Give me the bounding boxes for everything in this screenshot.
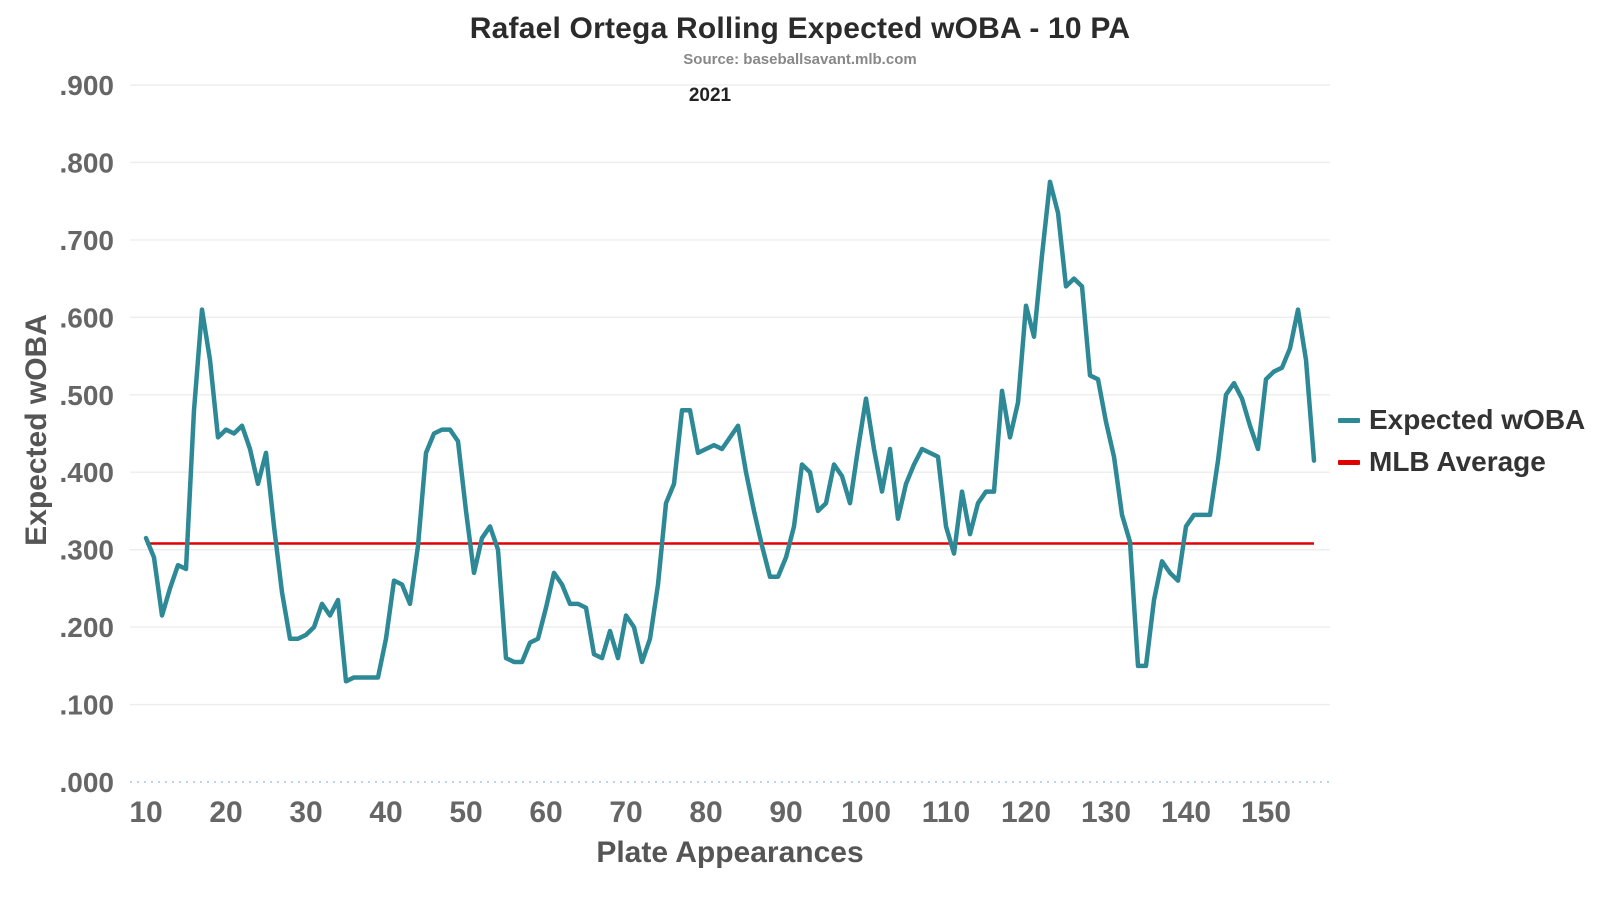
x-tick-label: 140	[1161, 796, 1211, 829]
y-tick-label: .600	[60, 302, 115, 333]
y-axis-title: Expected wOBA	[20, 314, 53, 546]
y-tick-label: .500	[60, 380, 115, 411]
x-tick-label: 90	[769, 796, 802, 829]
x-tick-label: 20	[209, 796, 242, 829]
chart-subtitle: Source: baseballsavant.mlb.com	[683, 51, 917, 68]
legend-item-expected-woba: Expected wOBA	[1338, 404, 1585, 436]
x-tick-label: 100	[841, 796, 891, 829]
y-tick-label: .400	[60, 457, 115, 488]
x-axis-title: Plate Appearances	[596, 836, 864, 869]
chart-legend: Expected wOBA MLB Average	[1338, 404, 1585, 478]
y-tick-label: .000	[60, 767, 115, 798]
legend-label-expected-woba: Expected wOBA	[1369, 404, 1586, 435]
expected-woba-line-swatch	[1338, 417, 1360, 423]
x-tick-label: 30	[289, 796, 322, 829]
x-tick-label: 130	[1081, 796, 1131, 829]
x-tick-label: 110	[922, 796, 970, 829]
x-tick-label: 60	[529, 796, 562, 829]
y-tick-label: .300	[60, 535, 115, 566]
x-tick-label: 150	[1241, 796, 1291, 829]
expected-woba-line	[143, 179, 1317, 684]
y-tick-label: .800	[60, 147, 115, 178]
y-tick-label: .900	[60, 70, 115, 101]
y-tick-label: .700	[60, 225, 115, 256]
y-tick-label: .100	[60, 690, 115, 721]
x-tick-label: 50	[449, 796, 482, 829]
x-tick-label: 80	[689, 796, 722, 829]
x-tick-label: 40	[369, 796, 402, 829]
mlb-average-line-swatch	[1338, 459, 1360, 465]
x-tick-label: 70	[609, 796, 642, 829]
chart-title: Rafael Ortega Rolling Expected wOBA - 10…	[469, 12, 1131, 45]
x-tick-label: 120	[1001, 796, 1051, 829]
x-tick-label: 10	[129, 796, 162, 829]
legend-item-mlb-average: MLB Average	[1338, 446, 1585, 478]
y-tick-label: .200	[60, 612, 115, 643]
legend-label-mlb-average: MLB Average	[1369, 446, 1546, 477]
chart-year-label: 2021	[688, 85, 732, 106]
